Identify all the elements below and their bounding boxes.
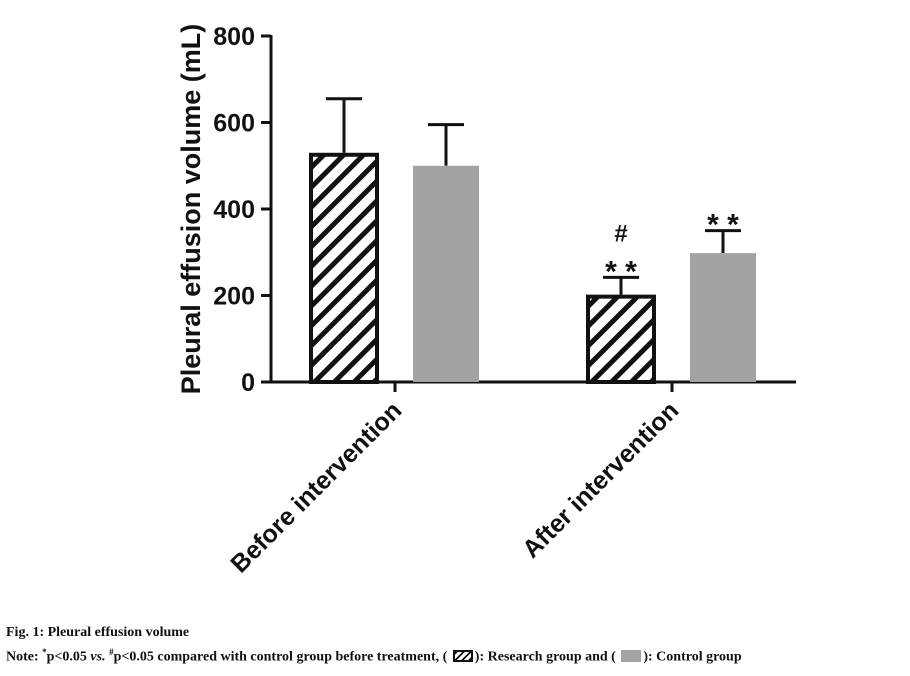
figure-caption-title: Fig. 1: Pleural effusion volume bbox=[6, 625, 190, 640]
control-group-label: ): Control group bbox=[643, 649, 742, 665]
bar-control bbox=[690, 253, 756, 382]
bar-research bbox=[586, 294, 656, 385]
y-tick-label: 400 bbox=[213, 196, 255, 224]
x-tick-label: Before intervention bbox=[225, 396, 407, 578]
y-tick-label: 200 bbox=[213, 283, 255, 311]
hash-superscript: # bbox=[109, 647, 114, 657]
significance-mark: * * bbox=[605, 255, 637, 288]
figure-caption-note: Note: *p<0.05 vs. #p<0.05 compared with … bbox=[6, 647, 742, 666]
y-tick-label: 800 bbox=[213, 23, 255, 51]
control-group-swatch bbox=[621, 649, 642, 662]
note-p-hash: p<0.05 compared with control group befor… bbox=[113, 649, 448, 665]
bar-chart: 0 200 400 600 800 Before intervention After in… bbox=[176, 23, 796, 578]
bar-control bbox=[413, 165, 479, 382]
note-prefix: Note: bbox=[6, 649, 43, 665]
note-vs: vs. bbox=[90, 649, 106, 665]
research-group-swatch bbox=[452, 649, 473, 662]
significance-mark: * * bbox=[707, 209, 739, 242]
y-axis-label: Pleural effusion volume (mL) bbox=[176, 24, 206, 395]
bar-research bbox=[309, 152, 379, 384]
y-tick-label: 600 bbox=[213, 110, 255, 138]
significance-mark: # bbox=[614, 220, 627, 247]
star-superscript: * bbox=[42, 647, 47, 657]
y-tick-label: 0 bbox=[241, 369, 255, 397]
note-p-star: p<0.05 bbox=[46, 649, 91, 665]
x-tick-label: After intervention bbox=[517, 396, 684, 563]
research-group-label: ): Research group and ( bbox=[474, 649, 616, 665]
